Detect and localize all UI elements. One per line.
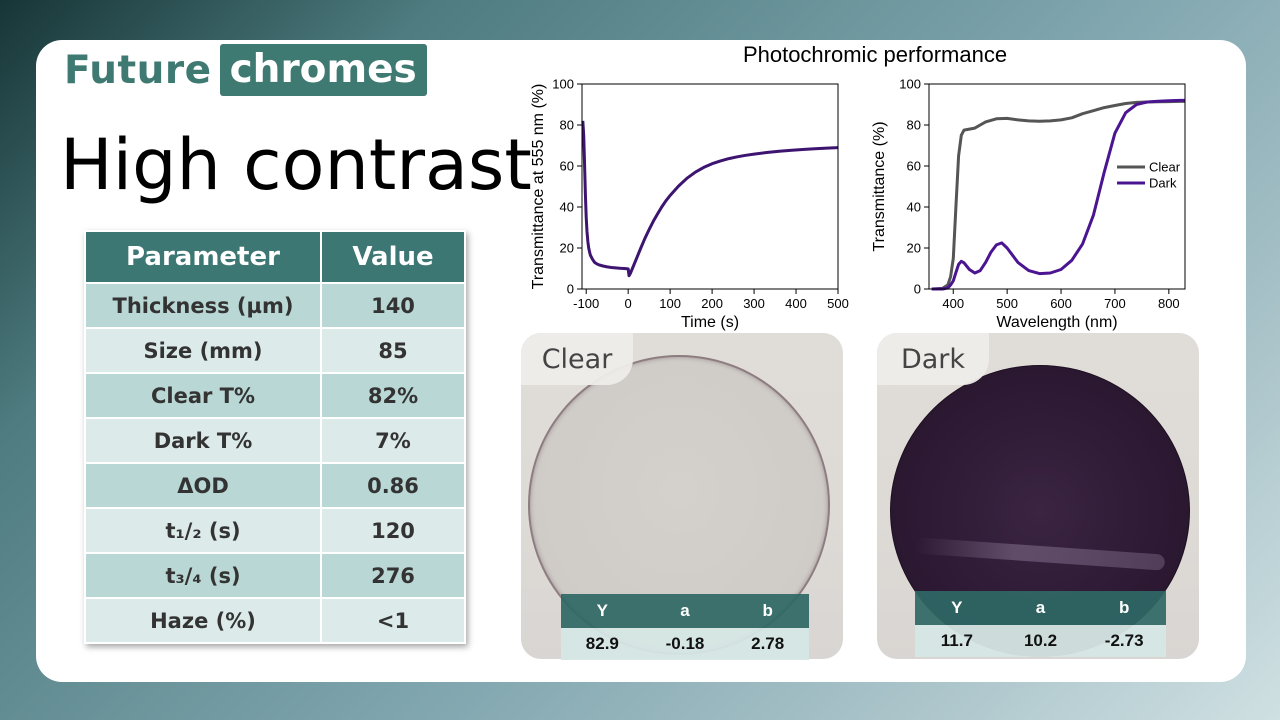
y-tick-label: 60 bbox=[907, 159, 921, 174]
x-tick-label: 0 bbox=[625, 296, 632, 311]
header-Y: Y bbox=[951, 598, 963, 617]
header-value: Value bbox=[320, 230, 466, 284]
y-axis-label: Transmittance at 555 nm (%) bbox=[530, 84, 547, 290]
x-tick-label: 400 bbox=[942, 296, 964, 311]
clear-photo-label: Clear bbox=[521, 333, 633, 385]
x-tick-label: 200 bbox=[701, 296, 723, 311]
table-row: t₁/₂ (s) 120 bbox=[84, 507, 466, 554]
param-cell: Thickness (µm) bbox=[84, 282, 322, 329]
x-tick-label: -100 bbox=[573, 296, 599, 311]
header-Y: Y bbox=[596, 601, 608, 620]
y-tick-label: 20 bbox=[560, 241, 574, 256]
param-cell: t₃/₄ (s) bbox=[84, 552, 322, 599]
header-a: a bbox=[1035, 598, 1046, 617]
value-a: -0.18 bbox=[665, 634, 705, 653]
value-Y: 82.9 bbox=[585, 634, 619, 653]
legend-label-1: Dark bbox=[1149, 176, 1177, 191]
x-tick-label: 300 bbox=[743, 296, 765, 311]
clear-color-header: Y a b bbox=[561, 594, 809, 628]
table-row: Size (mm) 85 bbox=[84, 327, 466, 374]
table-row: ΔOD 0.86 bbox=[84, 462, 466, 509]
x-tick-label: 500 bbox=[827, 296, 849, 311]
value-cell: 7% bbox=[320, 417, 466, 464]
header-b: b bbox=[762, 601, 773, 620]
y-tick-label: 0 bbox=[914, 282, 921, 297]
x-tick-label: 500 bbox=[996, 296, 1018, 311]
y-tick-label: 100 bbox=[899, 77, 921, 92]
plot-frame bbox=[581, 83, 839, 290]
y-tick-label: 20 bbox=[907, 241, 921, 256]
param-cell: Haze (%) bbox=[84, 597, 322, 644]
param-cell: Size (mm) bbox=[84, 327, 322, 374]
header-b: b bbox=[1118, 598, 1130, 617]
futurechromes-logo: Future chromes bbox=[64, 44, 427, 96]
y-tick-label: 0 bbox=[567, 282, 574, 297]
table-row: t₃/₄ (s) 276 bbox=[84, 552, 466, 599]
headline: High contrast bbox=[60, 124, 532, 206]
clear-color-values: 82.9 -0.18 2.78 bbox=[561, 628, 809, 660]
parameter-table: Parameter Value Thickness (µm) 140 Size … bbox=[84, 230, 466, 644]
series-line-0 bbox=[581, 120, 839, 278]
y-tick-label: 40 bbox=[560, 200, 574, 215]
charts-title: Photochromic performance bbox=[742, 42, 1008, 67]
x-tick-label: 800 bbox=[1158, 296, 1180, 311]
logo-text-future: Future bbox=[64, 47, 212, 93]
table-header-row: Parameter Value bbox=[84, 230, 466, 284]
lens-reflection bbox=[914, 537, 1166, 571]
x-axis-label: Wavelength (nm) bbox=[996, 314, 1117, 331]
y-tick-label: 60 bbox=[560, 159, 574, 174]
header-a: a bbox=[680, 601, 690, 620]
param-cell: Clear T% bbox=[84, 372, 322, 419]
table-row: Clear T% 82% bbox=[84, 372, 466, 419]
param-cell: ΔOD bbox=[84, 462, 322, 509]
value-cell: 0.86 bbox=[320, 462, 466, 509]
legend-label-0: Clear bbox=[1149, 160, 1181, 175]
header-parameter: Parameter bbox=[84, 230, 322, 284]
y-tick-label: 40 bbox=[907, 200, 921, 215]
table-row: Thickness (µm) 140 bbox=[84, 282, 466, 329]
value-cell: 140 bbox=[320, 282, 466, 329]
y-tick-label: 80 bbox=[560, 118, 574, 133]
x-tick-label: 100 bbox=[659, 296, 681, 311]
param-cell: t₁/₂ (s) bbox=[84, 507, 322, 554]
value-cell: <1 bbox=[320, 597, 466, 644]
dark-color-table: Y a b 11.7 10.2 -2.73 bbox=[915, 591, 1166, 657]
value-b: 2.78 bbox=[751, 634, 785, 653]
value-cell: 276 bbox=[320, 552, 466, 599]
series-line-1 bbox=[931, 98, 1185, 291]
series-line-0 bbox=[931, 99, 1185, 291]
x-axis-label: Time (s) bbox=[681, 314, 739, 331]
y-tick-label: 100 bbox=[552, 77, 574, 92]
param-cell: Dark T% bbox=[84, 417, 322, 464]
table-row: Haze (%) <1 bbox=[84, 597, 466, 644]
dark-color-header: Y a b bbox=[915, 591, 1166, 625]
value-Y: 11.7 bbox=[940, 631, 973, 650]
plot-frame bbox=[928, 83, 1186, 290]
clear-color-table: Y a b 82.9 -0.18 2.78 bbox=[561, 594, 809, 660]
value-cell: 82% bbox=[320, 372, 466, 419]
value-cell: 120 bbox=[320, 507, 466, 554]
x-tick-label: 700 bbox=[1104, 296, 1126, 311]
value-a: 10.2 bbox=[1023, 631, 1058, 650]
value-b: -2.73 bbox=[1104, 631, 1144, 650]
x-tick-label: 400 bbox=[785, 296, 807, 311]
value-cell: 85 bbox=[320, 327, 466, 374]
y-axis-label: Transmittance (%) bbox=[871, 121, 888, 251]
table-row: Dark T% 7% bbox=[84, 417, 466, 464]
y-tick-label: 80 bbox=[907, 118, 921, 133]
logo-text-chromes: chromes bbox=[219, 44, 427, 96]
x-tick-label: 600 bbox=[1050, 296, 1072, 311]
dark-photo-label: Dark bbox=[877, 333, 989, 385]
dark-color-values: 11.7 10.2 -2.73 bbox=[915, 625, 1166, 657]
